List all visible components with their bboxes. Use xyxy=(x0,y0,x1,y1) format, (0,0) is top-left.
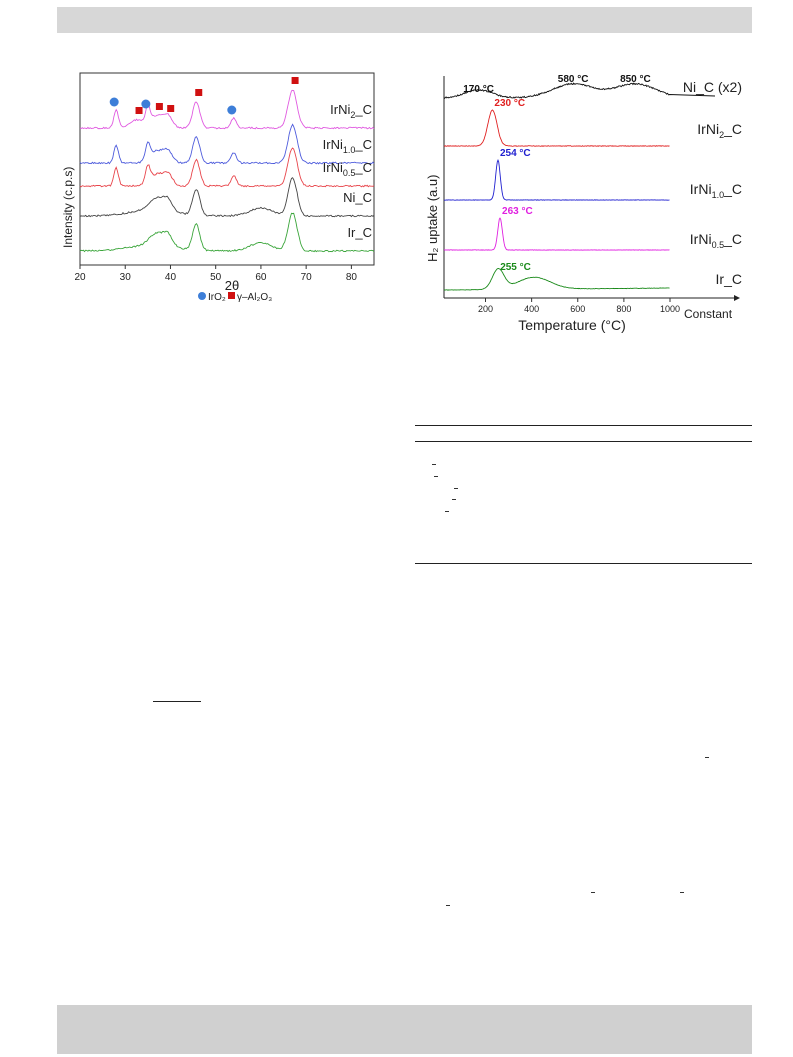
tpr-x-tick-label: 600 xyxy=(570,304,585,314)
table-mark xyxy=(432,464,436,465)
text-mark xyxy=(446,905,450,906)
text-underline xyxy=(153,701,201,702)
tpr-x-tick-label: 800 xyxy=(616,304,631,314)
xrd-plot-frame xyxy=(79,72,375,266)
tpr-peak-annotation: 170 °C xyxy=(463,84,494,95)
tpr-axis-arrow-icon xyxy=(734,295,740,301)
tpr-peak-annotation: 850 °C xyxy=(620,74,651,85)
al2o3-marker xyxy=(167,105,175,112)
xrd-chart: IrNi2_C IrNi1.0_C IrNi0.5_C Ni_C Ir_C 20 30 40… xyxy=(61,72,375,303)
legend-iro2: IrO₂ xyxy=(208,292,226,303)
xrd-y-axis-label: Intensity (c.p.s) xyxy=(61,167,75,248)
xrd-series-line xyxy=(79,89,375,130)
table-header-rule xyxy=(415,441,752,442)
table-mark xyxy=(445,511,449,512)
tpr-x-tick-label: 1000 xyxy=(660,304,680,314)
tpr-series-label: IrNi2_C xyxy=(697,121,742,140)
tpr-peak-annotation: 263 °C xyxy=(502,206,533,217)
tpr-series-label: Ni_C (x2) xyxy=(683,79,742,95)
text-mark xyxy=(680,892,684,893)
xrd-x-tick-label: 20 xyxy=(74,272,86,283)
tpr-series-line xyxy=(443,159,670,201)
tpr-x-axis-label: Temperature (°C) xyxy=(518,317,626,333)
tpr-series-line xyxy=(443,268,670,291)
xrd-series-line xyxy=(79,147,375,188)
footer-bar xyxy=(57,1005,752,1054)
xrd-x-tick-label: 70 xyxy=(301,272,313,283)
tpr-peak-annotation: 255 °C xyxy=(500,262,531,273)
tpr-y-axis-label: H₂ uptake (a.u) xyxy=(425,175,440,262)
table-mark xyxy=(452,499,456,500)
al2o3-marker xyxy=(135,107,143,114)
legend-al2o3: γ–Al₂O₃ xyxy=(237,292,272,303)
text-mark xyxy=(705,757,709,758)
text-mark xyxy=(591,892,595,893)
tpr-x-tick-label: 200 xyxy=(478,304,493,314)
tpr-series-label: Ir_C xyxy=(716,271,742,287)
al2o3-marker xyxy=(155,103,163,110)
table-mark xyxy=(434,476,438,477)
xrd-x-tick-label: 60 xyxy=(255,272,267,283)
xrd-series-label: IrNi1.0_C xyxy=(323,137,372,155)
xrd-x-tick-label: 40 xyxy=(165,272,177,283)
xrd-series-line xyxy=(79,123,375,165)
al2o3-marker-icon xyxy=(228,292,235,299)
xrd-series-label: IrNi0.5_C xyxy=(323,160,372,178)
iro2-marker-icon xyxy=(198,292,206,300)
tpr-x-tick-label: 400 xyxy=(524,304,539,314)
tpr-peak-annotation: 254 °C xyxy=(500,148,531,159)
iro2-marker xyxy=(141,99,151,109)
tpr-peak-annotation: 230 °C xyxy=(494,98,525,109)
xrd-series-label: Ir_C xyxy=(347,225,372,240)
tpr-series-label: IrNi1.0_C xyxy=(690,181,742,200)
al2o3-marker xyxy=(291,77,299,84)
xrd-series-label: Ni_C xyxy=(343,190,372,205)
table-mark xyxy=(454,488,458,489)
table-bottom-rule xyxy=(415,563,752,564)
tpr-series-line xyxy=(443,109,670,147)
xrd-legend: IrO₂ γ–Al₂O₃ xyxy=(198,292,272,303)
tpr-series-line xyxy=(443,217,670,251)
tpr-series-line xyxy=(443,82,716,99)
tpr-chart: Ni_C (x2) 170 °C 580 °C 850 °C IrNi2_C 230 °C… xyxy=(425,74,742,333)
al2o3-marker xyxy=(195,89,203,96)
table-top-rule xyxy=(415,425,752,426)
tpr-x-extra-label: Constant xyxy=(684,307,733,321)
xrd-x-tick-label: 30 xyxy=(120,272,132,283)
xrd-series-line xyxy=(79,177,375,218)
tpr-series-label: IrNi0.5_C xyxy=(690,231,742,250)
xrd-x-tick-label: 50 xyxy=(210,272,222,283)
header-bar xyxy=(57,7,752,33)
xrd-series-line xyxy=(79,212,375,253)
xrd-series-label: IrNi2_C xyxy=(330,102,372,120)
iro2-marker xyxy=(109,97,119,107)
tpr-peak-annotation: 580 °C xyxy=(558,74,589,85)
iro2-marker xyxy=(227,105,237,115)
xrd-x-axis-label: 2θ xyxy=(225,278,239,293)
xrd-x-tick-label: 80 xyxy=(346,272,358,283)
